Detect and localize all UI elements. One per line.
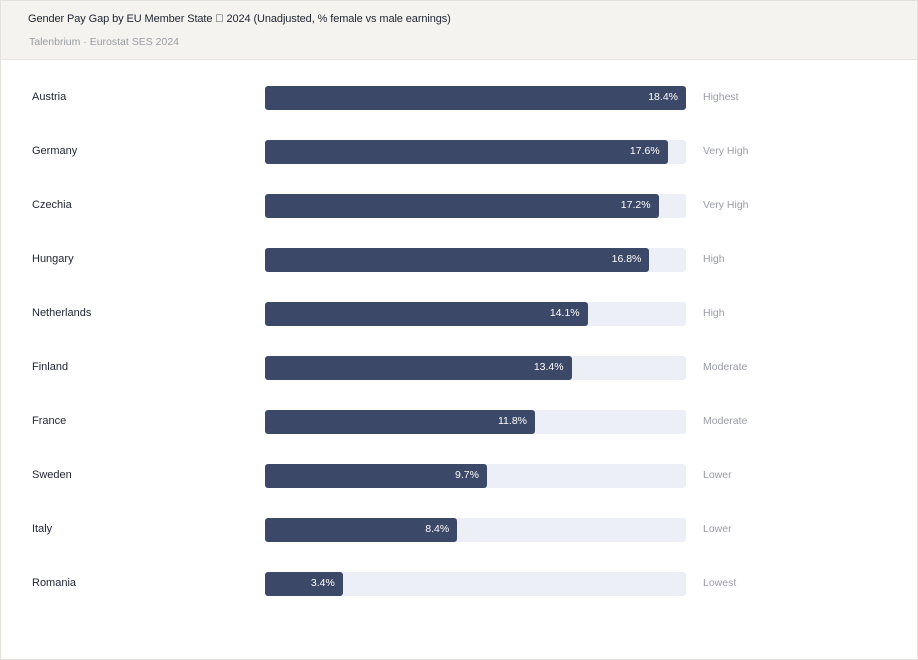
tier-label: Lower	[703, 469, 732, 481]
bar-value-label: 17.6%	[629, 145, 660, 157]
bar-value-label: 17.2%	[620, 199, 651, 211]
category-label: Italy	[32, 523, 53, 535]
category-label: Czechia	[32, 199, 72, 211]
tier-label: Moderate	[703, 361, 748, 373]
bar	[265, 86, 686, 110]
chart-title: Gender Pay Gap by EU Member State   2024…	[28, 13, 451, 25]
bar	[265, 194, 659, 218]
bar-value-label: 14.1%	[549, 307, 580, 319]
tier-label: Very High	[703, 145, 749, 157]
bar	[265, 410, 535, 434]
bar-chart: Austria 18.4% Highest Germany 17.6% Very High…	[1, 60, 917, 660]
bar	[265, 248, 650, 272]
bar	[265, 302, 588, 326]
category-label: Germany	[32, 145, 78, 157]
category-label: Netherlands	[32, 307, 92, 319]
bar-value-label: 8.4%	[425, 523, 450, 535]
bar	[265, 572, 343, 596]
bar-value-label: 13.4%	[533, 361, 564, 373]
tier-label: Highest	[703, 91, 739, 103]
bar-value-label: 16.8%	[611, 253, 642, 265]
bar-value-label: 18.4%	[648, 91, 678, 103]
tier-label: Lower	[703, 523, 732, 535]
bar-value-label: 3.4%	[310, 577, 335, 589]
bar	[265, 140, 668, 164]
chart-subtitle: Talenbrium · Eurostat SES 2024	[29, 36, 179, 48]
bar	[265, 356, 572, 380]
category-label: France	[32, 415, 67, 427]
category-label: Hungary	[32, 253, 74, 265]
bar-value-label: 11.8%	[498, 415, 527, 427]
tier-label: High	[703, 307, 725, 319]
category-label: Austria	[32, 91, 67, 103]
bar	[265, 464, 487, 488]
category-label: Finland	[32, 361, 69, 373]
bar-value-label: 9.7%	[455, 469, 479, 481]
tier-label: Moderate	[703, 415, 748, 427]
bar	[265, 518, 458, 542]
tier-label: High	[703, 253, 725, 265]
chart-header: Gender Pay Gap by EU Member State   2024…	[1, 1, 917, 60]
category-label: Sweden	[32, 469, 72, 481]
category-label: Romania	[32, 577, 77, 589]
tier-label: Lowest	[703, 577, 737, 589]
tier-label: Very High	[703, 199, 749, 211]
